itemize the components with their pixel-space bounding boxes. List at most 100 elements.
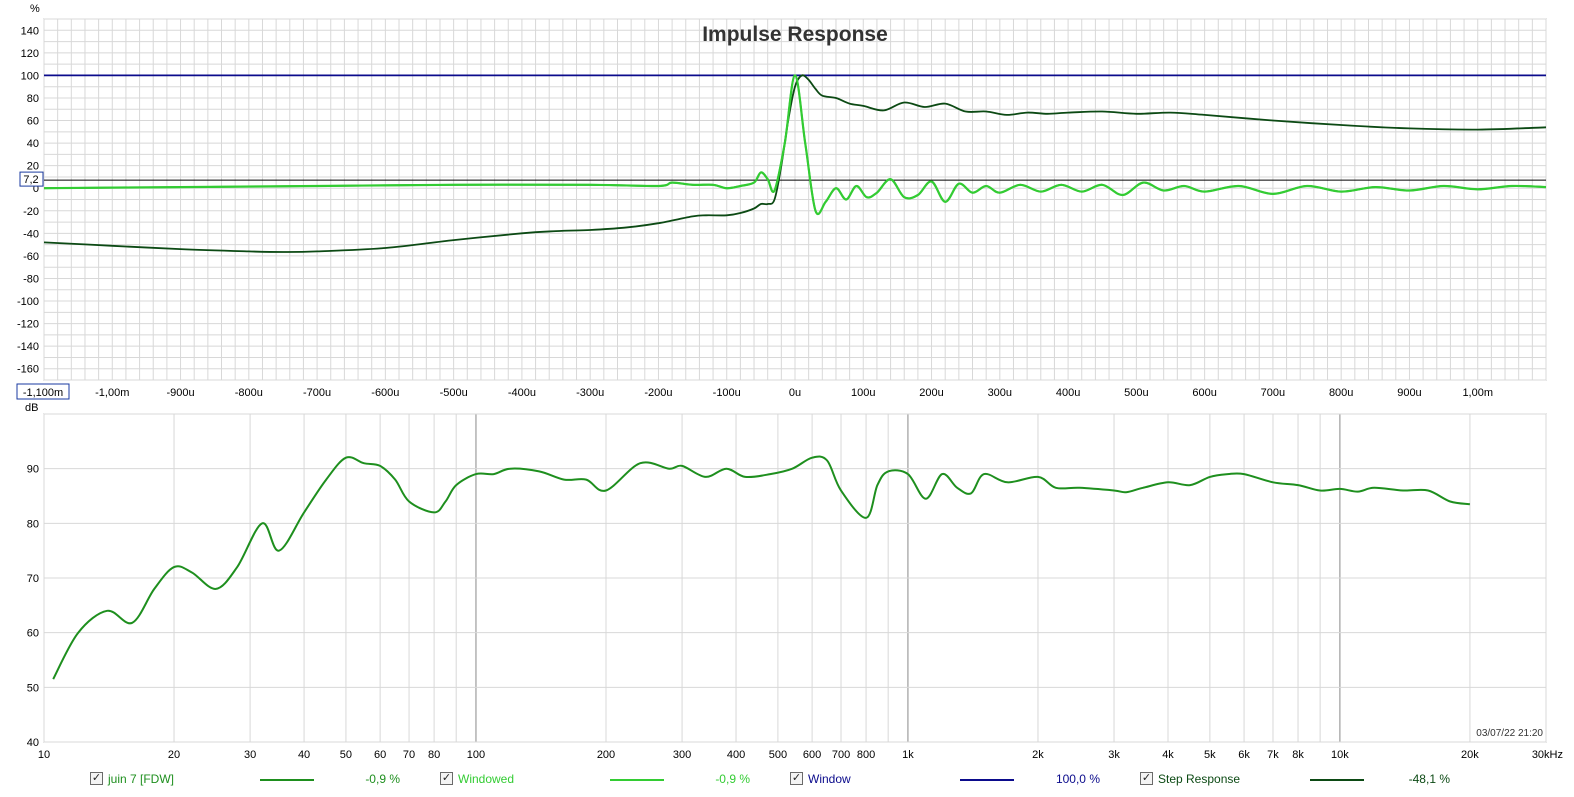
impulse-x-tick-label: -700u [303,387,331,399]
frequency-y-tick-label: 80 [27,518,39,530]
legend-item-window[interactable]: ✓ Window 100,0 % [790,769,1130,791]
impulse-x-tick-label: 1,00m [1462,387,1493,399]
legend-label: juin 7 [FDW] [108,772,175,786]
legend-label: Window [808,772,851,786]
frequency-x-tick-label: 20k [1461,749,1479,761]
frequency-x-tick-label: 400 [727,749,745,761]
x-range-box[interactable]: -1,100m [16,383,70,400]
impulse-x-tick-label: -200u [644,387,672,399]
frequency-x-tick-label: 700 [832,749,850,761]
frequency-response-chart[interactable]: 90 80 70 60 50 40 10 20 30 40 50 60 70 80 100 200 300 40… [25,402,1563,761]
frequency-x-tick-label: 6k [1238,749,1250,761]
cursor-readout-box: 7,2 [19,171,44,187]
legend-value: -0,9 % [365,772,400,786]
legend-checkbox[interactable]: ✓ [440,772,453,785]
legend-value: -0,9 % [715,772,750,786]
frequency-y-tick-label: 70 [27,573,39,585]
impulse-x-tick-label: 0u [789,387,801,399]
frequency-x-tick-label: 1k [902,749,914,761]
impulse-x-tick-label: 400u [1056,387,1080,399]
impulse-x-tick-label: -1,00m [95,387,129,399]
legend-checkbox[interactable]: ✓ [1140,772,1153,785]
impulse-x-tick-label: 800u [1329,387,1353,399]
legend-swatch [260,779,314,781]
legend-value: -48,1 % [1408,772,1450,786]
frequency-x-tick-label: 100 [467,749,485,761]
impulse-x-tick-label: 700u [1261,387,1285,399]
frequency-x-tick-label: 60 [374,749,386,761]
frequency-x-tick-label: 300 [673,749,691,761]
impulse-x-tick-label: -500u [440,387,468,399]
impulse-x-tick-label: 300u [988,387,1012,399]
impulse-x-tick-labels: -1,00m -900u -800u -700u -600u -500u -400u -300… [95,387,1493,399]
frequency-series-line [52,455,1471,680]
impulse-x-tick-label: -300u [576,387,604,399]
frequency-x-tick-label: 3k [1108,749,1120,761]
impulse-grid [43,18,1547,381]
impulse-x-tick-label: -900u [166,387,194,399]
frequency-x-tick-label: 30kHz [1532,749,1563,761]
impulse-x-tick-label: 200u [919,387,943,399]
impulse-x-tick-label: -800u [235,387,263,399]
frequency-x-tick-label: 8k [1292,749,1304,761]
frequency-x-tick-label: 70 [403,749,415,761]
impulse-y-tick-label: -160 [17,364,39,376]
legend-swatch [960,779,1014,781]
frequency-x-tick-label: 500 [769,749,787,761]
impulse-series-line [43,74,1547,253]
impulse-y-tick-label: 140 [21,25,39,37]
impulse-y-tick-label: -60 [23,251,39,263]
legend-label: Windowed [458,772,515,786]
measurement-timestamp: 03/07/22 21:20 [1476,728,1543,739]
impulse-x-tick-label: 600u [1192,387,1216,399]
impulse-x-tick-label: -600u [371,387,399,399]
impulse-x-tick-label: -100u [713,387,741,399]
frequency-y-tick-labels: 90 80 70 60 50 40 [27,464,39,749]
impulse-series [43,74,1547,253]
frequency-x-tick-label: 50 [340,749,352,761]
legend-swatch [1310,779,1364,781]
frequency-x-tick-label: 7k [1267,749,1279,761]
frequency-x-tick-label: 80 [428,749,440,761]
frequency-x-tick-label: 2k [1032,749,1044,761]
impulse-y-tick-label: -40 [23,228,39,240]
frequency-x-tick-label: 600 [803,749,821,761]
x-range-frame [16,383,70,400]
frequency-x-tick-label: 4k [1162,749,1174,761]
frequency-grid [43,413,1547,743]
legend-checkbox[interactable]: ✓ [790,772,803,785]
impulse-y-tick-label: 120 [21,48,39,60]
impulse-x-tick-label: 500u [1124,387,1148,399]
legend-item-windowed[interactable]: ✓ Windowed -0,9 % [440,769,780,791]
impulse-response-chart[interactable]: 140 120 100 80 60 40 20 0 -20 -40 -60 -80 -100 -120 -1… [16,3,1547,400]
frequency-series [52,455,1471,680]
frequency-x-tick-label: 40 [298,749,310,761]
frequency-x-tick-label: 800 [857,749,875,761]
frequency-x-tick-label: 10 [38,749,50,761]
frequency-y-tick-label: 60 [27,628,39,640]
impulse-y-tick-label: -20 [23,206,39,218]
frequency-x-tick-label: 200 [597,749,615,761]
legend-item-juin7[interactable]: ✓ juin 7 [FDW] -0,9 % [90,769,430,791]
impulse-x-tick-label: 900u [1397,387,1421,399]
impulse-y-tick-label: -120 [17,319,39,331]
frequency-y-axis-label: dB [25,402,38,414]
impulse-y-tick-label: -100 [17,296,39,308]
legend-checkbox[interactable]: ✓ [90,772,103,785]
frequency-x-tick-label: 30 [244,749,256,761]
legend-item-step-response[interactable]: ✓ Step Response -48,1 % [1140,769,1480,791]
frequency-x-tick-label: 5k [1204,749,1216,761]
cursor-readout-frame [19,171,44,187]
chart-title: Impulse Response [702,23,888,46]
impulse-y-tick-label: 100 [21,70,39,82]
impulse-x-tick-label: 100u [851,387,875,399]
x-range-value: -1,100m [23,387,63,399]
frequency-y-tick-label: 90 [27,464,39,476]
impulse-y-axis-label: % [30,3,40,15]
impulse-y-tick-label: -140 [17,341,39,353]
cursor-readout-value: 7,2 [23,174,38,186]
legend-label: Step Response [1158,772,1241,786]
impulse-y-tick-label: 20 [27,161,39,173]
frequency-y-tick-label: 50 [27,682,39,694]
